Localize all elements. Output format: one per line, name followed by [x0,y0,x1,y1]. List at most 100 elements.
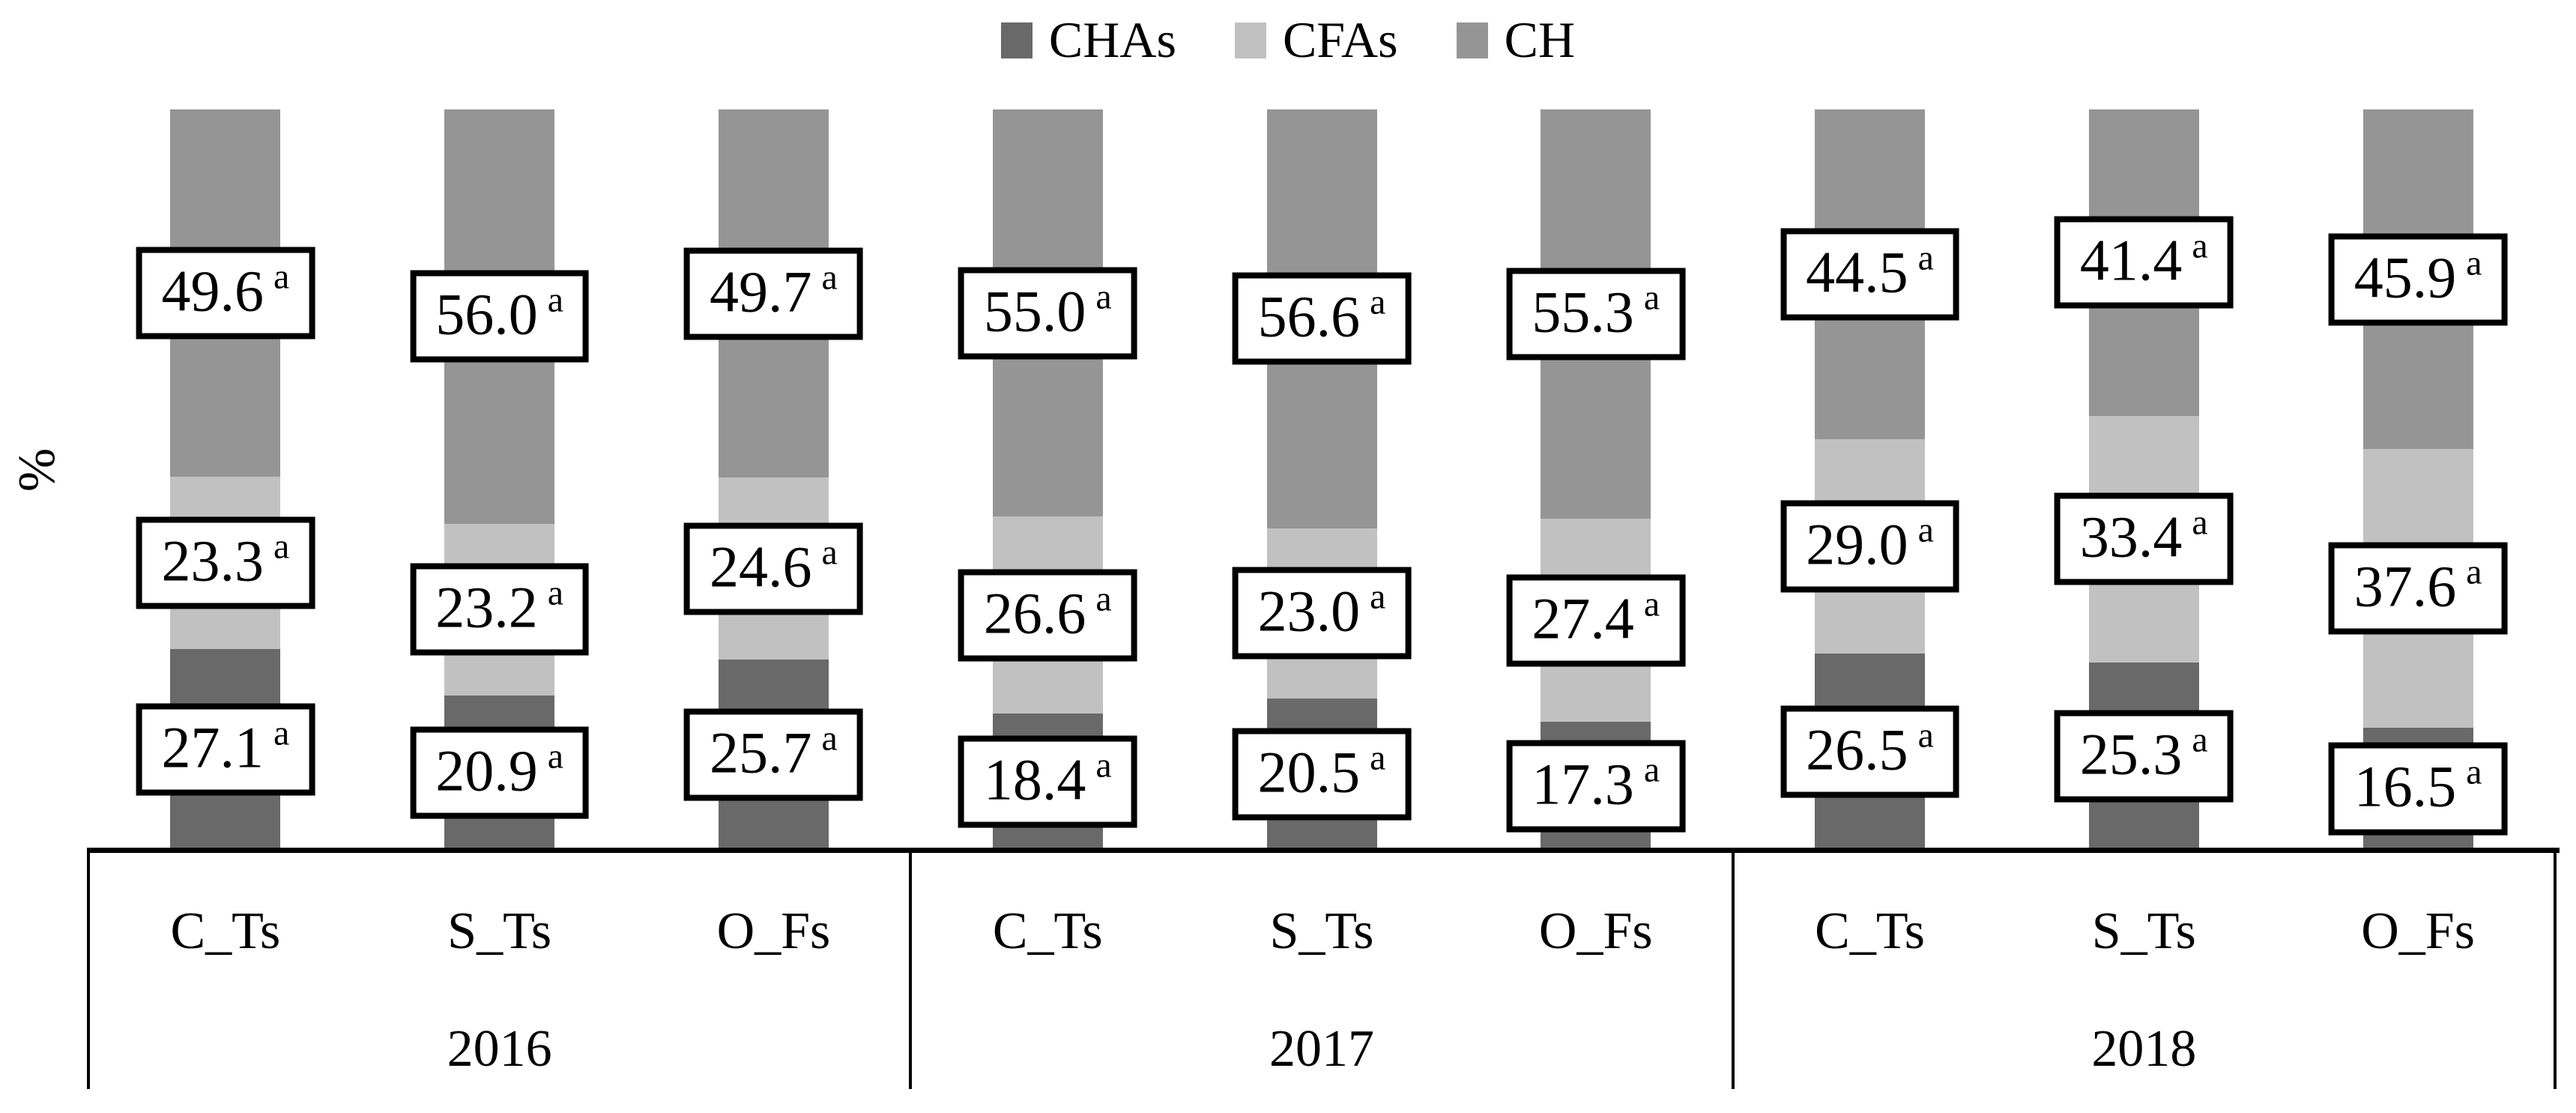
significance-letter: a [1095,579,1112,619]
legend-label: CHAs [1048,11,1176,68]
category-label: C_Ts [170,902,281,960]
data-label-value: 27.4 [1532,585,1634,651]
data-label-cfas: 29.0 a [1780,500,1959,593]
significance-letter: a [547,573,564,613]
data-label-cfas: 23.3 a [136,516,315,609]
category-label: C_Ts [992,902,1103,960]
significance-letter: a [1370,576,1386,617]
data-label-ch: 56.0 a [410,270,590,363]
data-label-cfas: 37.6 a [2328,542,2508,635]
data-label-value: 25.3 [2079,721,2183,787]
significance-letter: a [1643,749,1660,790]
data-label-value: 20.5 [1257,739,1361,805]
data-label-chas: 25.3 a [2054,710,2234,803]
data-label-ch: 55.0 a [958,267,1137,360]
data-label-chas: 25.7 a [684,708,863,801]
data-label-value: 45.9 [2353,244,2457,310]
year-label: 2018 [2091,1020,2197,1078]
data-label-chas: 16.5 a [2328,742,2508,835]
axis-group-divider [1731,850,1735,1089]
data-label-chas: 18.4 a [958,735,1137,828]
x-axis-line [87,848,2560,853]
significance-letter: a [1370,738,1386,778]
data-label-value: 41.4 [2079,227,2183,293]
significance-letter: a [1370,282,1386,322]
data-label-value: 56.6 [1257,283,1361,349]
data-label-value: 20.9 [435,738,538,803]
category-label: O_Fs [716,902,831,960]
significance-letter: a [2466,552,2482,592]
data-label-value: 16.5 [2353,753,2457,819]
significance-letter: a [273,526,290,567]
data-label-chas: 17.3 a [1506,740,1686,833]
data-label-value: 49.6 [161,258,264,324]
year-label: 2017 [1269,1020,1374,1078]
data-label-cfas: 23.2 a [410,563,590,656]
data-label-cfas: 23.0 a [1232,567,1412,660]
data-label-chas: 27.1 a [136,703,315,796]
data-label-value: 55.3 [1532,279,1634,345]
significance-letter: a [821,532,838,573]
legend-swatch-icon [1456,22,1488,58]
axis-group-divider [2554,850,2557,1089]
legend-swatch-icon [1234,22,1266,58]
significance-letter: a [547,736,564,776]
category-label: S_Ts [1269,902,1374,960]
data-label-chas: 20.9 a [410,726,590,819]
significance-letter: a [1643,584,1660,624]
significance-letter: a [2466,752,2482,792]
data-label-value: 18.4 [983,746,1086,812]
data-label-chas: 26.5 a [1780,705,1959,798]
significance-letter: a [821,257,838,297]
data-label-ch: 41.4 a [2054,216,2234,309]
data-label-ch: 45.9 a [2328,233,2508,326]
data-label-ch: 44.5 a [1780,228,1959,321]
significance-letter: a [1643,277,1660,318]
data-label-value: 23.2 [435,574,538,640]
data-label-value: 55.0 [983,278,1086,344]
category-label: S_Ts [447,902,552,960]
significance-letter: a [1095,745,1112,785]
data-label-ch: 55.3 a [1506,268,1686,361]
data-label-value: 23.3 [161,528,264,594]
data-label-value: 29.0 [1806,511,1908,577]
data-label-value: 17.3 [1532,751,1634,817]
significance-letter: a [2192,226,2208,266]
data-label-cfas: 27.4 a [1506,574,1686,667]
legend-label: CH [1504,11,1576,68]
significance-letter: a [2466,243,2482,283]
data-label-value: 56.0 [435,281,538,347]
data-label-value: 49.7 [710,259,812,324]
legend-item-cfas: CFAs [1234,10,1398,70]
data-label-value: 26.5 [1806,717,1908,782]
data-label-ch: 49.7 a [684,247,863,340]
significance-letter: a [547,280,564,320]
category-label: O_Fs [2361,902,2475,960]
data-label-value: 25.7 [710,720,812,785]
y-axis-label: % [8,447,66,492]
data-label-cfas: 24.6 a [684,522,863,615]
legend: CHAs CFAs CH [0,10,2576,70]
significance-letter: a [2192,502,2208,543]
significance-letter: a [1095,277,1112,317]
category-label: O_Fs [1538,902,1653,960]
data-label-value: 27.1 [161,714,264,780]
legend-label: CFAs [1282,11,1398,68]
data-label-cfas: 26.6 a [958,569,1137,662]
significance-letter: a [1917,510,1934,550]
significance-letter: a [2192,720,2208,760]
data-label-value: 23.0 [1257,578,1361,644]
significance-letter: a [821,718,838,758]
axis-group-divider [909,850,913,1089]
significance-letter: a [1917,238,1934,278]
data-label-cfas: 33.4 a [2054,492,2234,585]
significance-letter: a [1917,715,1934,755]
data-label-value: 37.6 [2353,553,2457,619]
significance-letter: a [273,713,290,753]
data-label-value: 44.5 [1806,239,1908,305]
significance-letter: a [273,256,290,297]
legend-swatch-icon [1000,22,1032,58]
data-label-ch: 56.6 a [1232,272,1412,365]
data-label-ch: 49.6 a [136,247,315,340]
